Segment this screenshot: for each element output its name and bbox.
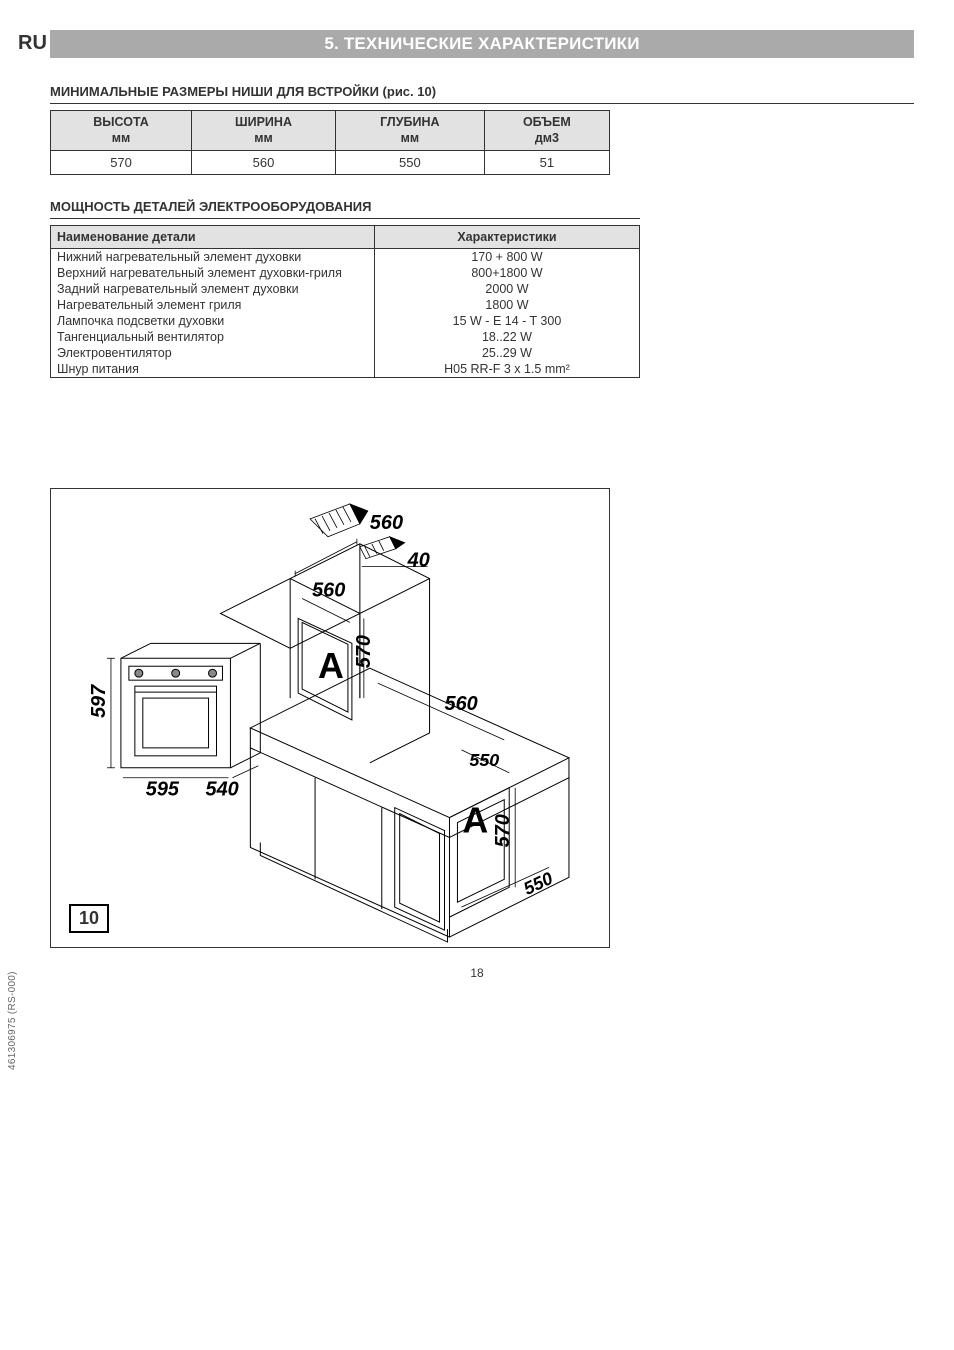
table-row: Верхний нагревательный элемент духовки-г… (51, 265, 640, 281)
label-A-lower: A (462, 801, 488, 841)
label-A-upper: A (318, 646, 344, 686)
page-number: 18 (470, 966, 483, 980)
power-table: Наименование детали Характеристики Нижни… (50, 225, 640, 378)
table-row: Электровентилятор25..29 W (51, 345, 640, 361)
col-part: Наименование детали (51, 226, 375, 249)
dimensions-table: ВЫСОТАмм ШИРИНАмм ГЛУБИНАмм ОБЪЕМдм3 570… (50, 110, 610, 175)
table-row: 570 560 550 51 (51, 151, 610, 175)
table-row: Задний нагревательный элемент духовки200… (51, 281, 640, 297)
table-header-row: ВЫСОТАмм ШИРИНАмм ГЛУБИНАмм ОБЪЕМдм3 (51, 111, 610, 151)
dim-560-top: 560 (370, 512, 403, 534)
col-spec: Характеристики (374, 226, 639, 249)
dim-540: 540 (206, 779, 239, 801)
table-row: Нагревательный элемент гриля1800 W (51, 297, 640, 313)
col-depth: ГЛУБИНАмм (335, 111, 484, 151)
col-width: ШИРИНАмм (192, 111, 336, 151)
val-volume: 51 (484, 151, 609, 175)
table-row: Нижний нагревательный элемент духовки170… (51, 249, 640, 266)
dim-595: 595 (146, 779, 180, 801)
table-row: Шнур питанияH05 RR-F 3 x 1.5 mm² (51, 361, 640, 378)
dim-570-right: 570 (492, 814, 514, 847)
table-row: Лампочка подсветки духовки15 W - E 14 - … (51, 313, 640, 329)
col-height: ВЫСОТАмм (51, 111, 192, 151)
section1-header: МИНИМАЛЬНЫЕ РАЗМЕРЫ НИШИ ДЛЯ ВСТРОЙКИ (р… (50, 84, 914, 104)
val-height: 570 (51, 151, 192, 175)
table-row: Тангенциальный вентилятор18..22 W (51, 329, 640, 345)
chapter-title: 5. ТЕХНИЧЕСКИЕ ХАРАКТЕРИСТИКИ (50, 30, 914, 58)
col-volume: ОБЪЕМдм3 (484, 111, 609, 151)
section2-header: МОЩНОСТЬ ДЕТАЛЕЙ ЭЛЕКТРООБОРУДОВАНИЯ (50, 199, 640, 219)
dim-550-a: 550 (469, 750, 499, 770)
dim-550-b: 550 (520, 868, 556, 899)
val-depth: 550 (335, 151, 484, 175)
language-badge: RU (18, 32, 47, 55)
dim-597: 597 (88, 684, 110, 718)
diagram-svg: 560 40 560 570 597 595 540 560 550 570 5… (51, 489, 609, 947)
dim-560-right: 560 (445, 693, 478, 715)
val-width: 560 (192, 151, 336, 175)
installation-diagram: 560 40 560 570 597 595 540 560 550 570 5… (50, 488, 610, 948)
dim-570-upper: 570 (353, 635, 375, 668)
dim-560-upper: 560 (312, 580, 345, 602)
dim-40: 40 (407, 550, 430, 572)
document-page: RU 5. ТЕХНИЧЕСКИЕ ХАРАКТЕРИСТИКИ МИНИМАЛ… (0, 0, 954, 1350)
table-header-row: Наименование детали Характеристики (51, 226, 640, 249)
doc-code: 461306975 (RS-000) (7, 971, 18, 1070)
figure-number: 10 (69, 904, 109, 933)
